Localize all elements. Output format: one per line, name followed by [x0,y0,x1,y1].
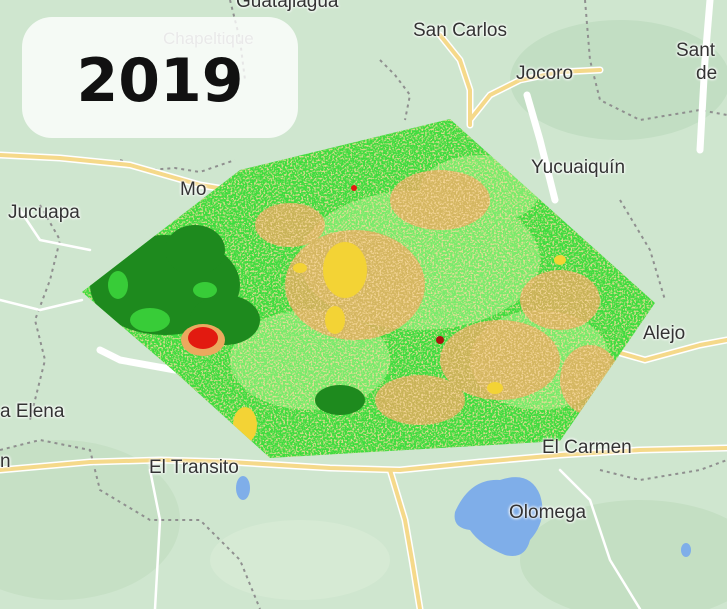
terrain-patch [520,500,727,609]
place-label-el-carmen: El Carmen [542,437,632,458]
pond [236,476,250,500]
pond [681,543,691,557]
place-label-jucuapa: Jucuapa [8,202,80,223]
year-badge: 2019 [22,17,298,138]
lake-olomega [454,477,543,556]
year-label: 2019 [76,45,244,116]
place-label-jocoro: Jocoro [516,63,574,84]
place-label-de-partial: de [696,63,718,84]
place-label-san-alejo: Alejo [643,323,686,344]
place-label-n-partial: n [0,451,11,472]
place-label-yucuaiquin: Yucuaiquín [531,157,626,178]
place-label-olomega: Olomega [509,502,587,523]
terrain-patch [0,440,180,600]
place-label-san-carlos: San Carlos [413,20,507,41]
place-label-moncagua-partial: Mo [180,179,207,200]
place-label-el-transito: El Transito [149,457,239,478]
place-label-santa-partial: Sant [676,40,716,61]
place-label-santa-elena: a Elena [0,401,65,422]
place-label-guatajiagua: Guatajiagua [236,0,339,12]
terrain-patch [510,20,727,140]
terrain-patch [210,520,390,600]
